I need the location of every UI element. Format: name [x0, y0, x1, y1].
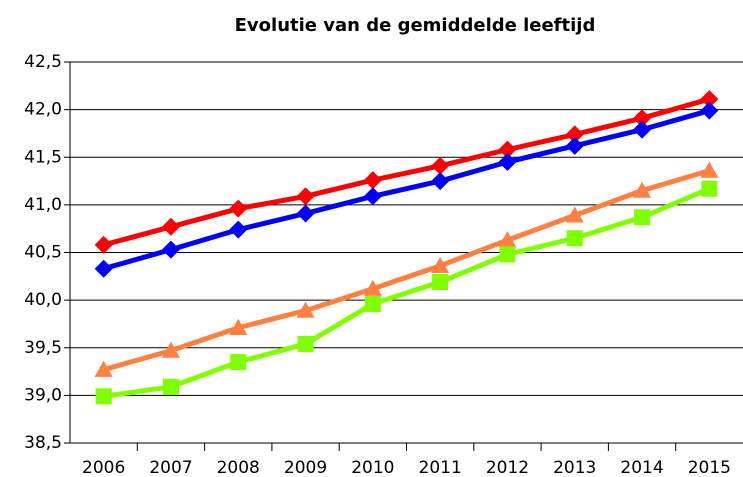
point: [498, 140, 517, 159]
point: [431, 172, 450, 191]
point: [700, 161, 719, 178]
point: [566, 230, 583, 247]
point: [700, 101, 719, 120]
y-tick-label: 38,5: [24, 433, 62, 453]
point: [229, 199, 248, 218]
point: [296, 301, 315, 318]
point: [229, 220, 248, 239]
point: [363, 279, 382, 296]
point: [499, 246, 516, 263]
x-tick-label: 2006: [82, 458, 125, 477]
y-tick-label: 42,0: [24, 100, 62, 120]
y-tick-label: 42,5: [24, 52, 62, 72]
point: [95, 388, 112, 405]
point: [94, 259, 113, 278]
point: [296, 204, 315, 223]
point: [296, 187, 315, 206]
x-tick-label: 2007: [149, 458, 192, 477]
point: [297, 335, 314, 352]
x-tick-label: 2009: [284, 458, 327, 477]
x-tick-label: 2013: [553, 458, 596, 477]
point: [229, 318, 248, 335]
x-tick-label: 2008: [217, 458, 260, 477]
point: [161, 240, 180, 259]
x-tick-label: 2011: [419, 458, 462, 477]
point: [431, 156, 450, 175]
y-tick-label: 40,0: [24, 290, 62, 310]
point: [498, 153, 517, 172]
point: [161, 341, 180, 358]
y-tick-label: 39,0: [24, 385, 62, 405]
point: [633, 109, 652, 128]
point: [432, 274, 449, 291]
y-tick-label: 40,5: [24, 243, 62, 263]
series-line: [103, 96, 711, 248]
point: [363, 187, 382, 206]
point: [230, 354, 247, 371]
y-tick-label: 41,5: [24, 147, 62, 167]
series-line: [102, 108, 711, 272]
point: [431, 256, 450, 274]
point: [565, 125, 584, 144]
point: [634, 209, 651, 226]
point: [94, 235, 113, 254]
point: [364, 295, 381, 312]
point: [633, 120, 652, 139]
x-tick-label: 2015: [688, 458, 731, 477]
series-line: [102, 168, 711, 373]
x-tick-label: 2010: [351, 458, 394, 477]
point: [700, 90, 719, 109]
point: [701, 180, 718, 197]
point: [162, 378, 179, 395]
point: [94, 360, 113, 377]
point: [633, 181, 652, 198]
point: [498, 231, 517, 248]
chart-title: Evolutie van de gemiddelde leeftijd: [235, 15, 596, 36]
point: [565, 206, 584, 223]
x-tick-label: 2012: [486, 458, 529, 477]
series-line: [103, 186, 711, 399]
point: [161, 217, 180, 236]
y-tick-label: 41,0: [24, 195, 62, 215]
point: [565, 136, 584, 155]
x-tick-label: 2014: [620, 458, 663, 477]
y-tick-label: 39,5: [24, 338, 62, 358]
point: [363, 171, 382, 190]
